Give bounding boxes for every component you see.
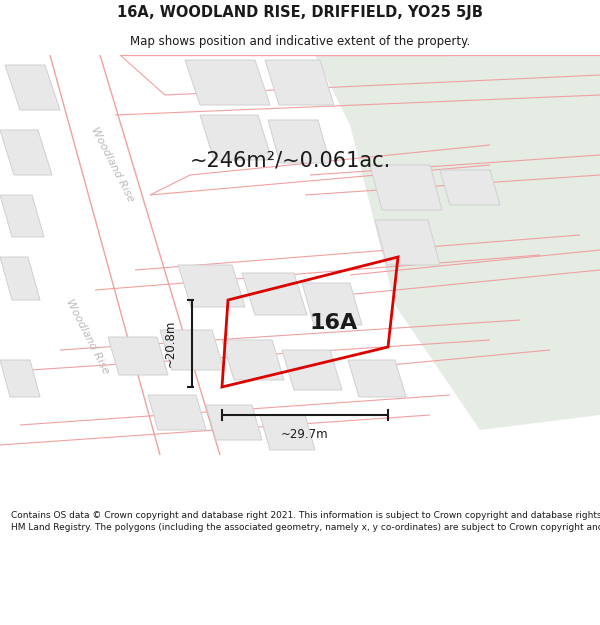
Text: ~29.7m: ~29.7m (281, 429, 329, 441)
Polygon shape (108, 337, 168, 375)
Text: Contains OS data © Crown copyright and database right 2021. This information is : Contains OS data © Crown copyright and d… (11, 511, 600, 532)
Polygon shape (260, 415, 315, 450)
Polygon shape (200, 115, 272, 160)
Polygon shape (178, 265, 245, 307)
Polygon shape (348, 360, 406, 397)
Polygon shape (268, 120, 330, 163)
Polygon shape (160, 330, 224, 370)
Polygon shape (440, 170, 500, 205)
Text: 16A, WOODLAND RISE, DRIFFIELD, YO25 5JB: 16A, WOODLAND RISE, DRIFFIELD, YO25 5JB (117, 4, 483, 19)
Text: ~246m²/~0.061ac.: ~246m²/~0.061ac. (190, 150, 391, 170)
Polygon shape (370, 165, 442, 210)
Text: Woodland Rise: Woodland Rise (89, 126, 135, 204)
Polygon shape (0, 360, 40, 397)
Polygon shape (5, 65, 60, 110)
Text: Woodland Rise: Woodland Rise (64, 298, 110, 376)
Polygon shape (0, 195, 44, 237)
Polygon shape (315, 55, 600, 430)
Polygon shape (302, 283, 362, 325)
Polygon shape (242, 273, 307, 315)
Text: Map shows position and indicative extent of the property.: Map shows position and indicative extent… (130, 35, 470, 48)
Polygon shape (148, 395, 206, 430)
Polygon shape (0, 130, 52, 175)
Text: ~20.8m: ~20.8m (163, 320, 176, 367)
Polygon shape (206, 405, 262, 440)
Polygon shape (375, 220, 440, 265)
Polygon shape (0, 257, 40, 300)
Polygon shape (265, 60, 334, 105)
Polygon shape (222, 340, 284, 380)
Text: 16A: 16A (310, 312, 358, 332)
Polygon shape (185, 60, 270, 105)
Polygon shape (282, 350, 342, 390)
